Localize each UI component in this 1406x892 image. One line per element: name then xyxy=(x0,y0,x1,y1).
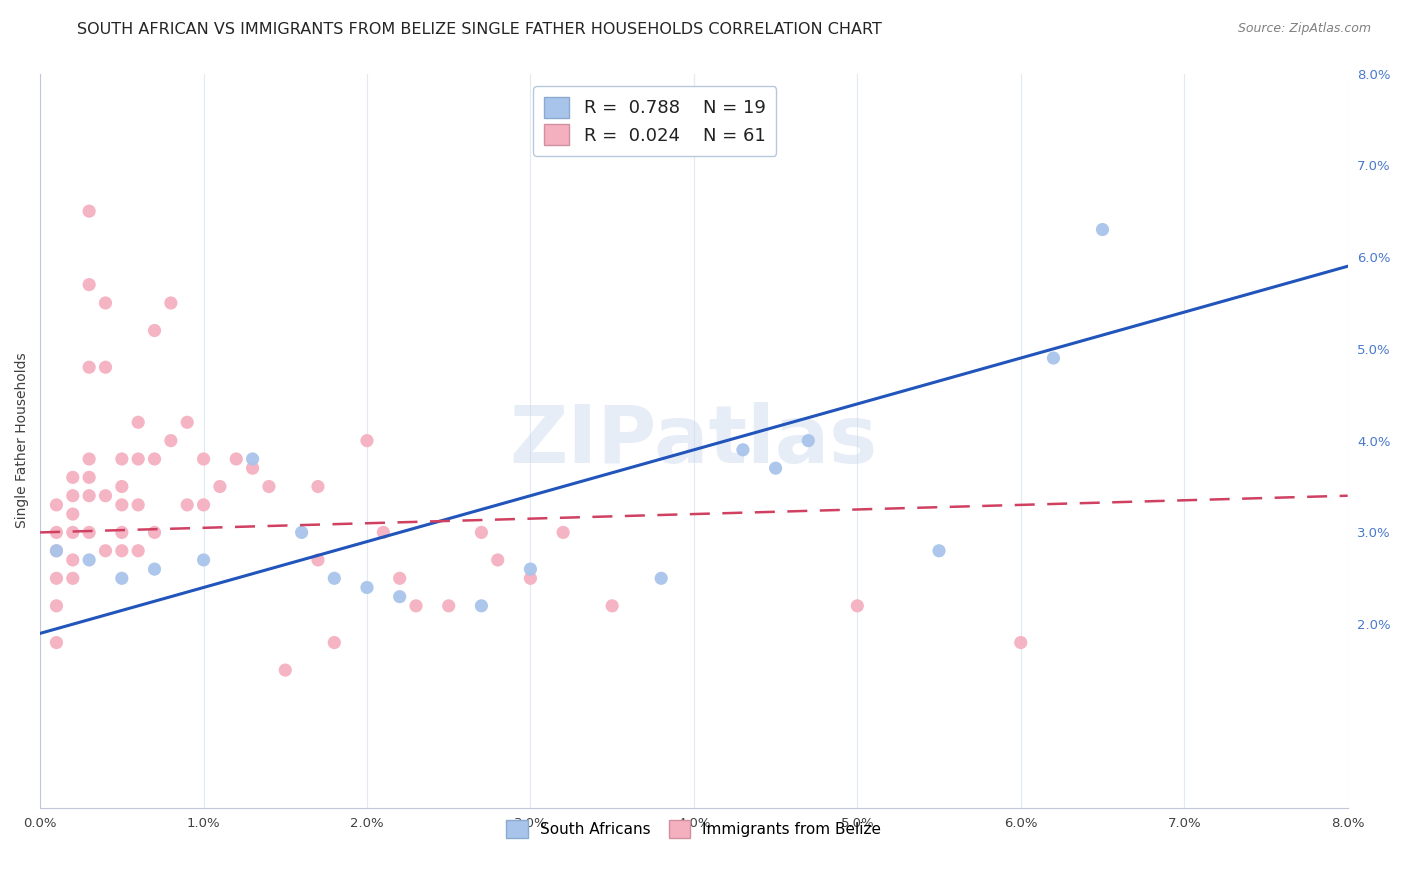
Point xyxy=(519,562,541,576)
Point xyxy=(1010,635,1032,649)
Point xyxy=(94,543,117,558)
Point xyxy=(1042,351,1064,365)
Point xyxy=(143,324,166,338)
Point xyxy=(437,599,460,613)
Point xyxy=(176,498,198,512)
Point xyxy=(193,452,215,467)
Point xyxy=(405,599,427,613)
Point xyxy=(242,452,264,467)
Point xyxy=(127,543,149,558)
Point xyxy=(111,479,134,493)
Point xyxy=(356,434,378,448)
Point xyxy=(470,599,492,613)
Point xyxy=(928,543,950,558)
Point xyxy=(765,461,787,475)
Point xyxy=(127,415,149,429)
Point xyxy=(77,470,100,484)
Point xyxy=(62,470,84,484)
Point xyxy=(176,415,198,429)
Point xyxy=(388,571,411,585)
Point xyxy=(143,452,166,467)
Point xyxy=(45,599,67,613)
Point xyxy=(486,553,509,567)
Point xyxy=(45,635,67,649)
Point xyxy=(62,571,84,585)
Point xyxy=(94,360,117,375)
Point xyxy=(323,635,346,649)
Point xyxy=(94,296,117,310)
Point xyxy=(77,489,100,503)
Y-axis label: Single Father Households: Single Father Households xyxy=(15,353,30,528)
Point xyxy=(797,434,820,448)
Point xyxy=(77,452,100,467)
Point xyxy=(1091,222,1114,236)
Point xyxy=(77,204,100,219)
Text: ZIPatlas: ZIPatlas xyxy=(510,401,877,480)
Point xyxy=(45,543,67,558)
Point xyxy=(373,525,395,540)
Point xyxy=(160,296,183,310)
Point xyxy=(553,525,575,540)
Point xyxy=(45,498,67,512)
Point xyxy=(127,452,149,467)
Point xyxy=(846,599,869,613)
Point xyxy=(160,434,183,448)
Text: SOUTH AFRICAN VS IMMIGRANTS FROM BELIZE SINGLE FATHER HOUSEHOLDS CORRELATION CHA: SOUTH AFRICAN VS IMMIGRANTS FROM BELIZE … xyxy=(77,22,882,37)
Point xyxy=(143,525,166,540)
Point xyxy=(208,479,231,493)
Point xyxy=(127,498,149,512)
Point xyxy=(470,525,492,540)
Text: Source: ZipAtlas.com: Source: ZipAtlas.com xyxy=(1237,22,1371,36)
Point xyxy=(600,599,623,613)
Point xyxy=(45,543,67,558)
Point xyxy=(242,461,264,475)
Legend: South Africans, Immigrants from Belize: South Africans, Immigrants from Belize xyxy=(501,814,887,844)
Point xyxy=(143,562,166,576)
Point xyxy=(77,525,100,540)
Point xyxy=(62,507,84,521)
Point xyxy=(274,663,297,677)
Point xyxy=(45,571,67,585)
Point xyxy=(519,571,541,585)
Point xyxy=(77,277,100,292)
Point xyxy=(193,498,215,512)
Point xyxy=(111,525,134,540)
Point xyxy=(323,571,346,585)
Point xyxy=(257,479,280,493)
Point xyxy=(94,489,117,503)
Point xyxy=(388,590,411,604)
Point xyxy=(62,553,84,567)
Point xyxy=(356,581,378,595)
Point xyxy=(307,553,329,567)
Point xyxy=(62,489,84,503)
Point xyxy=(62,525,84,540)
Point xyxy=(307,479,329,493)
Point xyxy=(650,571,672,585)
Point xyxy=(291,525,314,540)
Point xyxy=(111,543,134,558)
Point xyxy=(45,525,67,540)
Point xyxy=(111,571,134,585)
Point xyxy=(193,553,215,567)
Point xyxy=(111,452,134,467)
Point xyxy=(77,360,100,375)
Point xyxy=(225,452,247,467)
Point xyxy=(731,442,754,457)
Point xyxy=(111,498,134,512)
Point xyxy=(77,553,100,567)
